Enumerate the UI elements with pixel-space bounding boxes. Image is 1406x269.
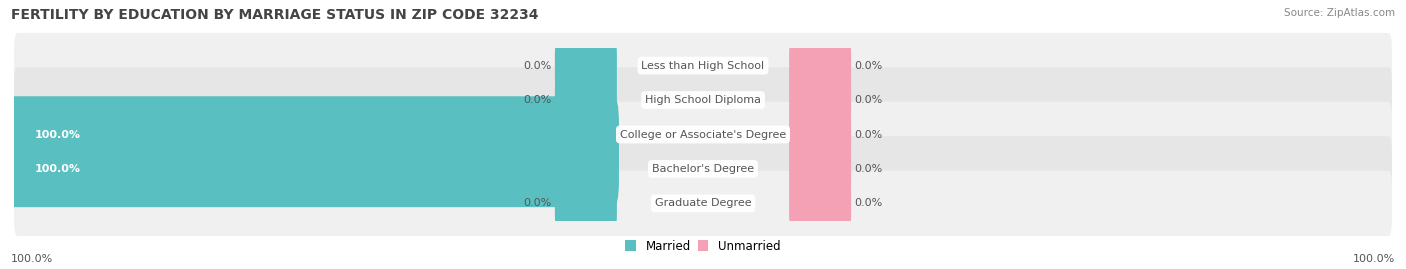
FancyBboxPatch shape xyxy=(789,72,851,128)
FancyBboxPatch shape xyxy=(8,96,619,173)
Text: Less than High School: Less than High School xyxy=(641,61,765,71)
Text: 100.0%: 100.0% xyxy=(1353,254,1395,264)
Text: 100.0%: 100.0% xyxy=(11,254,53,264)
Text: 0.0%: 0.0% xyxy=(523,61,551,71)
FancyBboxPatch shape xyxy=(14,33,1392,98)
Text: 0.0%: 0.0% xyxy=(855,61,883,71)
FancyBboxPatch shape xyxy=(789,107,851,162)
Text: 0.0%: 0.0% xyxy=(855,198,883,208)
FancyBboxPatch shape xyxy=(14,102,1392,167)
Text: 0.0%: 0.0% xyxy=(523,198,551,208)
FancyBboxPatch shape xyxy=(8,131,619,207)
Text: 0.0%: 0.0% xyxy=(855,95,883,105)
FancyBboxPatch shape xyxy=(14,171,1392,236)
FancyBboxPatch shape xyxy=(14,136,1392,202)
Legend: Married, Unmarried: Married, Unmarried xyxy=(626,240,780,253)
Text: Source: ZipAtlas.com: Source: ZipAtlas.com xyxy=(1284,8,1395,18)
FancyBboxPatch shape xyxy=(789,141,851,197)
FancyBboxPatch shape xyxy=(555,38,617,94)
Text: High School Diploma: High School Diploma xyxy=(645,95,761,105)
FancyBboxPatch shape xyxy=(789,175,851,231)
Text: College or Associate's Degree: College or Associate's Degree xyxy=(620,129,786,140)
FancyBboxPatch shape xyxy=(14,67,1392,133)
FancyBboxPatch shape xyxy=(555,72,617,128)
Text: FERTILITY BY EDUCATION BY MARRIAGE STATUS IN ZIP CODE 32234: FERTILITY BY EDUCATION BY MARRIAGE STATU… xyxy=(11,8,538,22)
Text: Graduate Degree: Graduate Degree xyxy=(655,198,751,208)
FancyBboxPatch shape xyxy=(789,38,851,94)
Text: 100.0%: 100.0% xyxy=(35,164,80,174)
Text: 0.0%: 0.0% xyxy=(523,95,551,105)
Text: 100.0%: 100.0% xyxy=(35,129,80,140)
Text: 0.0%: 0.0% xyxy=(855,129,883,140)
Text: 0.0%: 0.0% xyxy=(855,164,883,174)
FancyBboxPatch shape xyxy=(555,175,617,231)
Text: Bachelor's Degree: Bachelor's Degree xyxy=(652,164,754,174)
